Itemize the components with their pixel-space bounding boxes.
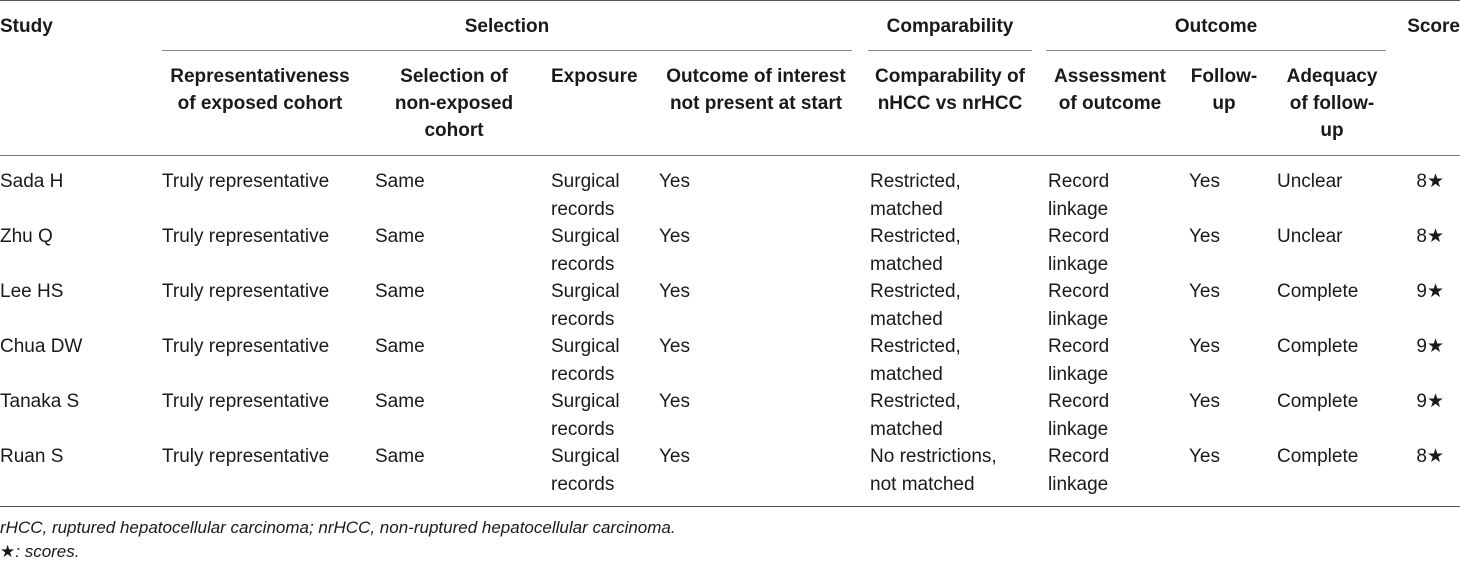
cell-exposure: Surgical records xyxy=(551,446,620,495)
cell-selection: Same xyxy=(375,281,425,302)
header-study: Study xyxy=(0,16,53,37)
footnote-abbreviations: rHCC, ruptured hepatocellular carcinoma;… xyxy=(0,518,676,537)
cell-exposure: Surgical records xyxy=(551,336,620,385)
subheader-follow-up: Follow- up xyxy=(1190,66,1258,114)
outcome-group-rule xyxy=(1046,50,1386,51)
cell-adequacy: Complete xyxy=(1277,281,1359,302)
cell-adequacy: Unclear xyxy=(1277,171,1343,192)
cell-comparability: Restricted, matched xyxy=(870,336,961,385)
cell-follow-up: Yes xyxy=(1189,446,1220,467)
table-footnotes: rHCC, ruptured hepatocellular carcinoma;… xyxy=(0,516,676,564)
cell-representativeness: Truly representative xyxy=(162,336,330,357)
cell-follow-up: Yes xyxy=(1189,391,1220,412)
cell-exposure: Surgical records xyxy=(551,171,620,220)
cell-comparability: Restricted, matched xyxy=(870,281,961,330)
cell-exposure: Surgical records xyxy=(551,226,620,275)
subheader-comparability: Comparability of nHCC vs nrHCC xyxy=(875,66,1025,114)
table-bottom-rule xyxy=(0,506,1460,507)
cell-selection: Same xyxy=(375,336,425,357)
subheader-selection-non-exposed: Selection of non-exposed cohort xyxy=(394,66,514,141)
cell-assessment: Record linkage xyxy=(1048,226,1110,275)
cell-selection: Same xyxy=(375,226,425,247)
cell-assessment: Record linkage xyxy=(1048,281,1110,330)
cell-study: Chua DW xyxy=(0,336,83,357)
cell-outcome-absent: Yes xyxy=(659,446,690,467)
cell-comparability: No restrictions, not matched xyxy=(870,446,997,495)
cell-outcome-absent: Yes xyxy=(659,391,690,412)
cell-study: Sada H xyxy=(0,171,64,192)
subheader-outcome-not-present: Outcome of interest not present at start xyxy=(666,66,846,114)
cell-representativeness: Truly representative xyxy=(162,171,330,192)
cell-representativeness: Truly representative xyxy=(162,226,330,247)
cell-outcome-absent: Yes xyxy=(659,226,690,247)
cell-representativeness: Truly representative xyxy=(162,391,330,412)
subheader-adequacy: Adequacy of follow- up xyxy=(1286,66,1378,141)
cell-selection: Same xyxy=(375,171,425,192)
header-selection: Selection xyxy=(464,16,550,37)
subheader-representativeness: Representativeness of exposed cohort xyxy=(170,66,350,114)
cell-representativeness: Truly representative xyxy=(162,281,330,302)
cell-assessment: Record linkage xyxy=(1048,446,1110,495)
cell-exposure: Surgical records xyxy=(551,391,620,440)
cell-score: 9★ xyxy=(1416,336,1444,357)
cell-selection: Same xyxy=(375,446,425,467)
cell-score: 9★ xyxy=(1416,281,1444,302)
cell-representativeness: Truly representative xyxy=(162,446,330,467)
subheader-exposure: Exposure xyxy=(551,66,638,87)
cell-study: Tanaka S xyxy=(0,391,80,412)
cell-assessment: Record linkage xyxy=(1048,171,1110,220)
cell-adequacy: Unclear xyxy=(1277,226,1343,247)
cell-adequacy: Complete xyxy=(1277,336,1359,357)
cell-follow-up: Yes xyxy=(1189,281,1220,302)
header-bottom-rule xyxy=(0,155,1460,156)
cell-study: Zhu Q xyxy=(0,226,53,247)
cell-study: Lee HS xyxy=(0,281,64,302)
cell-exposure: Surgical records xyxy=(551,281,620,330)
table-top-rule xyxy=(0,0,1460,1)
header-score: Score xyxy=(1407,16,1460,37)
cell-assessment: Record linkage xyxy=(1048,391,1110,440)
cell-follow-up: Yes xyxy=(1189,226,1220,247)
cell-follow-up: Yes xyxy=(1189,171,1220,192)
star-icon: ★ xyxy=(0,542,16,561)
cell-selection: Same xyxy=(375,391,425,412)
cell-adequacy: Complete xyxy=(1277,391,1359,412)
cell-outcome-absent: Yes xyxy=(659,336,690,357)
cell-comparability: Restricted, matched xyxy=(870,226,961,275)
footnote-star: ★: scores. xyxy=(0,542,80,561)
cell-follow-up: Yes xyxy=(1189,336,1220,357)
cell-comparability: Restricted, matched xyxy=(870,391,961,440)
subheader-assessment: Assessment of outcome xyxy=(1054,66,1166,114)
cell-assessment: Record linkage xyxy=(1048,336,1110,385)
cell-score: 9★ xyxy=(1416,391,1444,412)
cell-outcome-absent: Yes xyxy=(659,281,690,302)
cell-outcome-absent: Yes xyxy=(659,171,690,192)
cell-score: 8★ xyxy=(1416,226,1444,247)
comparability-group-rule xyxy=(868,50,1032,51)
header-outcome: Outcome xyxy=(1174,16,1258,37)
selection-group-rule xyxy=(162,50,852,51)
cell-adequacy: Complete xyxy=(1277,446,1359,467)
cell-comparability: Restricted, matched xyxy=(870,171,961,220)
cell-score: 8★ xyxy=(1416,446,1444,467)
cell-study: Ruan S xyxy=(0,446,64,467)
cell-score: 8★ xyxy=(1416,171,1444,192)
header-comparability: Comparability xyxy=(886,16,1014,37)
